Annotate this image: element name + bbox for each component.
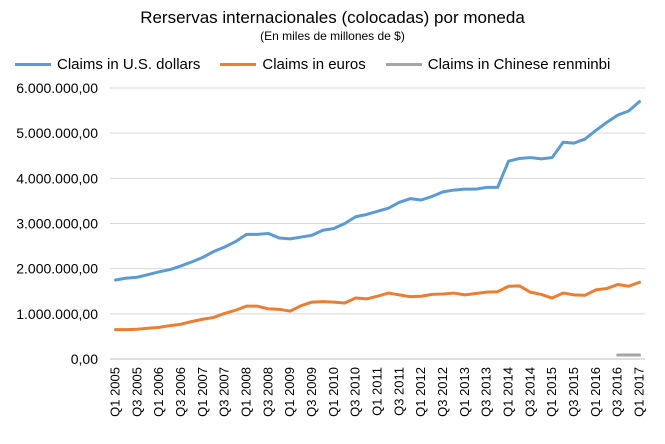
x-tick-label: Q3 2012 [435, 367, 450, 417]
series-line-1 [113, 280, 642, 332]
x-tick-label: Q3 2005 [129, 367, 144, 417]
y-tick-label: 0,00 [71, 351, 98, 367]
x-tick-label: Q1 2007 [195, 367, 210, 417]
y-tick-label: 1.000.000,00 [16, 306, 98, 322]
x-tick-label: Q1 2008 [238, 367, 253, 417]
legend-label-eur: Claims in euros [262, 55, 366, 73]
x-tick-label: Q1 2016 [588, 367, 603, 417]
x-tick-label: Q1 2011 [370, 367, 385, 416]
x-tick-label: Q3 2014 [522, 367, 537, 417]
legend-label-usd: Claims in U.S. dollars [57, 55, 201, 73]
legend-item-eur: Claims in euros [220, 55, 366, 73]
legend-item-usd: Claims in U.S. dollars [15, 56, 200, 73]
x-tick-label: Q1 2009 [282, 367, 297, 417]
x-tick-label: Q1 2012 [413, 367, 428, 417]
legend-swatch-eur [220, 62, 257, 66]
chart-legend: Claims in U.S. dollars Claims in euros C… [15, 54, 630, 74]
legend-swatch-usd [15, 62, 51, 66]
x-tick-label: Q3 2010 [348, 367, 363, 417]
y-tick-label: 4.000.000,00 [16, 170, 98, 186]
x-tick-label: Q3 2008 [260, 367, 275, 417]
series-line-0 [113, 100, 642, 282]
grid-lines [110, 87, 645, 360]
y-axis-ticks: 0,00 1.000.000,00 2.000.000,00 3.000.000,00… [16, 80, 98, 367]
x-tick-label: Q1 2013 [457, 367, 472, 417]
x-tick-label: Q1 2017 [632, 367, 647, 417]
x-tick-label: Q3 2015 [566, 367, 581, 417]
y-tick-label: 6.000.000,00 [16, 80, 98, 96]
y-tick-label: 2.000.000,00 [16, 261, 98, 277]
x-tick-label: Q1 2015 [544, 367, 559, 417]
chart-title: Rerservas internacionales (colocadas) po… [140, 8, 525, 27]
series-lines [113, 100, 642, 357]
legend-item-cny: Claims in Chinese renminbi [385, 55, 611, 73]
x-tick-label: Q1 2014 [501, 367, 516, 417]
x-tick-label: Q1 2010 [326, 367, 341, 417]
x-axis-ticks: Q1 2005 Q3 2005 Q1 2006 Q3 2006 Q1 2007 Q3 20… [107, 367, 646, 417]
y-tick-label: 3.000.000,00 [16, 216, 98, 232]
y-tick-label: 5.000.000,00 [16, 125, 98, 141]
x-tick-label: Q1 2005 [107, 367, 122, 417]
chart-subtitle: (En miles de millones de $) [260, 29, 405, 43]
x-tick-label: Q3 2011 [391, 367, 406, 416]
x-tick-label: Q3 2016 [610, 367, 625, 417]
x-tick-label: Q1 2006 [151, 367, 166, 417]
x-tick-label: Q3 2009 [304, 367, 319, 417]
x-tick-label: Q3 2007 [217, 367, 232, 417]
x-tick-label: Q3 2013 [479, 367, 494, 417]
legend-swatch-cny [385, 62, 422, 66]
legend-label-cny: Claims in Chinese renminbi [427, 55, 611, 73]
x-tick-label: Q3 2006 [173, 367, 188, 417]
